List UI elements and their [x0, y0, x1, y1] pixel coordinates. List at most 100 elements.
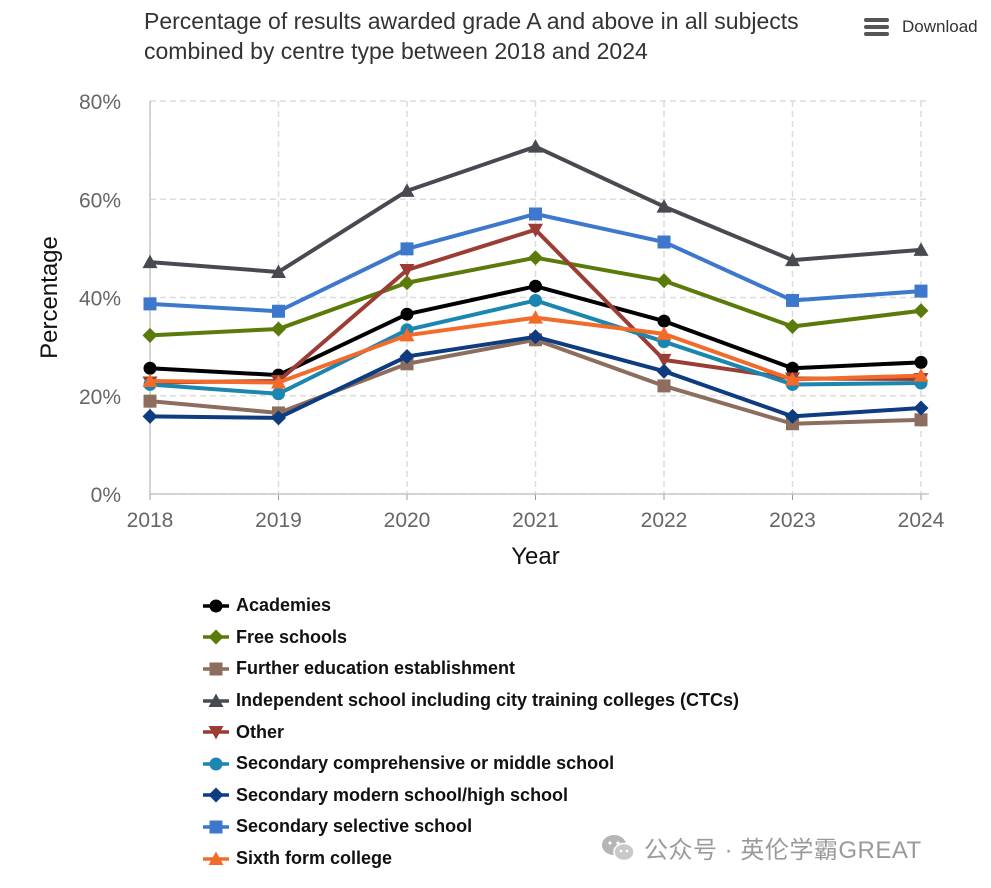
data-point-free-schools[interactable]: [142, 327, 158, 343]
legend-marker[interactable]: [209, 662, 223, 676]
data-point-other[interactable]: [399, 263, 415, 278]
legend-label: Secondary modern school/high school: [236, 784, 569, 805]
data-point-other[interactable]: [656, 353, 672, 368]
data-point-secondary-modern-school-high-school[interactable]: [913, 400, 929, 416]
data-point-independent-school-including-city-training-colleges-ctcs[interactable]: [913, 242, 929, 256]
legend-marker[interactable]: [209, 757, 223, 771]
x-axis-title: Year: [511, 543, 560, 570]
data-point-further-education-establishment[interactable]: [914, 413, 928, 427]
data-point-other[interactable]: [528, 223, 543, 238]
legend-marker[interactable]: [208, 851, 224, 865]
legend-item-further-education-establishment[interactable]: Further education establishment: [202, 653, 739, 685]
data-point-free-schools[interactable]: [271, 321, 286, 337]
legend-item-independent-school-including-city-training-colleges-ctcs[interactable]: Independent school including city traini…: [202, 685, 739, 717]
data-point-academies[interactable]: [657, 314, 671, 328]
legend-marker[interactable]: [208, 693, 224, 707]
data-point-secondary-modern-school-high-school[interactable]: [399, 348, 415, 364]
data-point-secondary-modern-school-high-school[interactable]: [528, 329, 543, 345]
y-tick-label: 80%: [79, 91, 121, 114]
legend: Academies Free schools Further education e…: [202, 590, 739, 874]
legend-marker[interactable]: [208, 726, 224, 740]
data-point-independent-school-including-city-training-colleges-ctcs[interactable]: [399, 183, 415, 197]
data-point-secondary-modern-school-high-school[interactable]: [656, 363, 672, 379]
data-point-secondary-modern-school-high-school[interactable]: [271, 410, 286, 426]
legend-swatch: [203, 599, 229, 613]
data-point-secondary-selective-school[interactable]: [657, 235, 671, 249]
legend-swatch: [203, 851, 229, 865]
data-point-free-schools[interactable]: [399, 275, 415, 291]
data-point-sixth-form-college[interactable]: [399, 327, 415, 342]
x-tick-label: 2019: [255, 509, 302, 532]
data-point-further-education-establishment[interactable]: [657, 379, 671, 393]
data-point-sixth-form-college[interactable]: [656, 326, 672, 340]
data-point-free-schools[interactable]: [528, 250, 543, 266]
series-independent-school-including-city-training-colleges-ctcs: [142, 139, 929, 278]
data-point-sixth-form-college[interactable]: [142, 373, 158, 388]
data-point-sixth-form-college[interactable]: [271, 374, 286, 389]
download-label[interactable]: Download: [902, 17, 978, 36]
data-point-academies[interactable]: [400, 307, 414, 321]
x-tick-label: 2020: [384, 509, 431, 532]
data-point-academies[interactable]: [143, 361, 157, 375]
data-point-secondary-selective-school[interactable]: [786, 293, 799, 307]
legend-marker[interactable]: [209, 820, 223, 834]
legend-swatch: [203, 693, 229, 707]
data-point-sixth-form-college[interactable]: [913, 368, 929, 382]
legend-item-academies[interactable]: Academies: [202, 590, 739, 622]
x-tick-label: 2022: [641, 509, 688, 532]
legend-label: Secondary comprehensive or middle school: [236, 753, 615, 774]
data-point-independent-school-including-city-training-colleges-ctcs[interactable]: [656, 199, 672, 213]
watermark: 公众号 · 英伦学霸GREAT: [600, 830, 922, 865]
line-chart: 0% 20% 40% 60% 80% 2018 2019 2020 2021 2022 2023 20…: [36, 91, 945, 570]
legend-item-other[interactable]: Other: [202, 716, 739, 748]
legend-label: Academies: [236, 595, 332, 616]
data-point-secondary-selective-school[interactable]: [272, 304, 285, 318]
legend-swatch: [203, 629, 229, 645]
series-lines: [142, 139, 929, 431]
legend-label: Sixth form college: [236, 848, 393, 869]
legend-item-secondary-selective-school[interactable]: Secondary selective school: [202, 811, 739, 843]
legend-swatch: [203, 757, 229, 771]
legend-item-sixth-form-college[interactable]: Sixth form college: [202, 843, 739, 875]
legend-item-secondary-modern-school-high-school[interactable]: Secondary modern school/high school: [202, 780, 739, 812]
series-free-schools: [142, 250, 929, 343]
data-point-free-schools[interactable]: [656, 273, 672, 289]
series-secondary-selective-school: [143, 207, 928, 318]
data-point-secondary-modern-school-high-school[interactable]: [785, 408, 800, 424]
legend-swatch: [203, 726, 229, 740]
data-point-secondary-selective-school[interactable]: [143, 297, 157, 311]
legend-marker[interactable]: [208, 629, 224, 645]
data-point-independent-school-including-city-training-colleges-ctcs[interactable]: [785, 252, 800, 267]
data-point-secondary-modern-school-high-school[interactable]: [142, 408, 158, 424]
watermark-text: 公众号 · 英伦学霸GREAT: [644, 837, 922, 864]
data-point-secondary-comprehensive-or-middle-school[interactable]: [272, 387, 285, 401]
download-button[interactable]: Download: [864, 16, 978, 38]
data-point-academies[interactable]: [914, 355, 928, 369]
legend-item-secondary-comprehensive-or-middle-school[interactable]: Secondary comprehensive or middle school: [202, 748, 739, 780]
data-point-independent-school-including-city-training-colleges-ctcs[interactable]: [142, 254, 158, 269]
legend-label: Secondary selective school: [236, 816, 473, 837]
data-point-secondary-comprehensive-or-middle-school[interactable]: [529, 293, 542, 307]
data-point-academies[interactable]: [529, 279, 542, 293]
legend-label: Free schools: [236, 626, 348, 647]
data-point-sixth-form-college[interactable]: [528, 310, 543, 324]
x-tick-label: 2023: [769, 509, 816, 532]
legend-item-free-schools[interactable]: Free schools: [202, 622, 739, 654]
axes: 0% 20% 40% 60% 80% 2018 2019 2020 2021 2022 2023 20…: [36, 91, 945, 570]
data-point-secondary-selective-school[interactable]: [914, 284, 928, 298]
legend-marker[interactable]: [209, 599, 223, 613]
data-point-further-education-establishment[interactable]: [143, 394, 157, 408]
y-tick-label: 40%: [79, 288, 121, 311]
legend-label: Independent school including city traini…: [236, 690, 740, 711]
data-point-sixth-form-college[interactable]: [785, 372, 800, 386]
data-point-secondary-selective-school[interactable]: [529, 207, 542, 221]
data-point-independent-school-including-city-training-colleges-ctcs[interactable]: [271, 264, 286, 278]
hamburger-menu-icon[interactable]: [864, 16, 890, 38]
legend-marker[interactable]: [208, 787, 224, 803]
data-point-independent-school-including-city-training-colleges-ctcs[interactable]: [528, 139, 543, 153]
x-tick-label: 2021: [512, 509, 559, 532]
data-point-free-schools[interactable]: [785, 318, 800, 334]
data-point-academies[interactable]: [786, 361, 799, 375]
data-point-free-schools[interactable]: [913, 303, 929, 319]
data-point-secondary-selective-school[interactable]: [400, 242, 414, 256]
